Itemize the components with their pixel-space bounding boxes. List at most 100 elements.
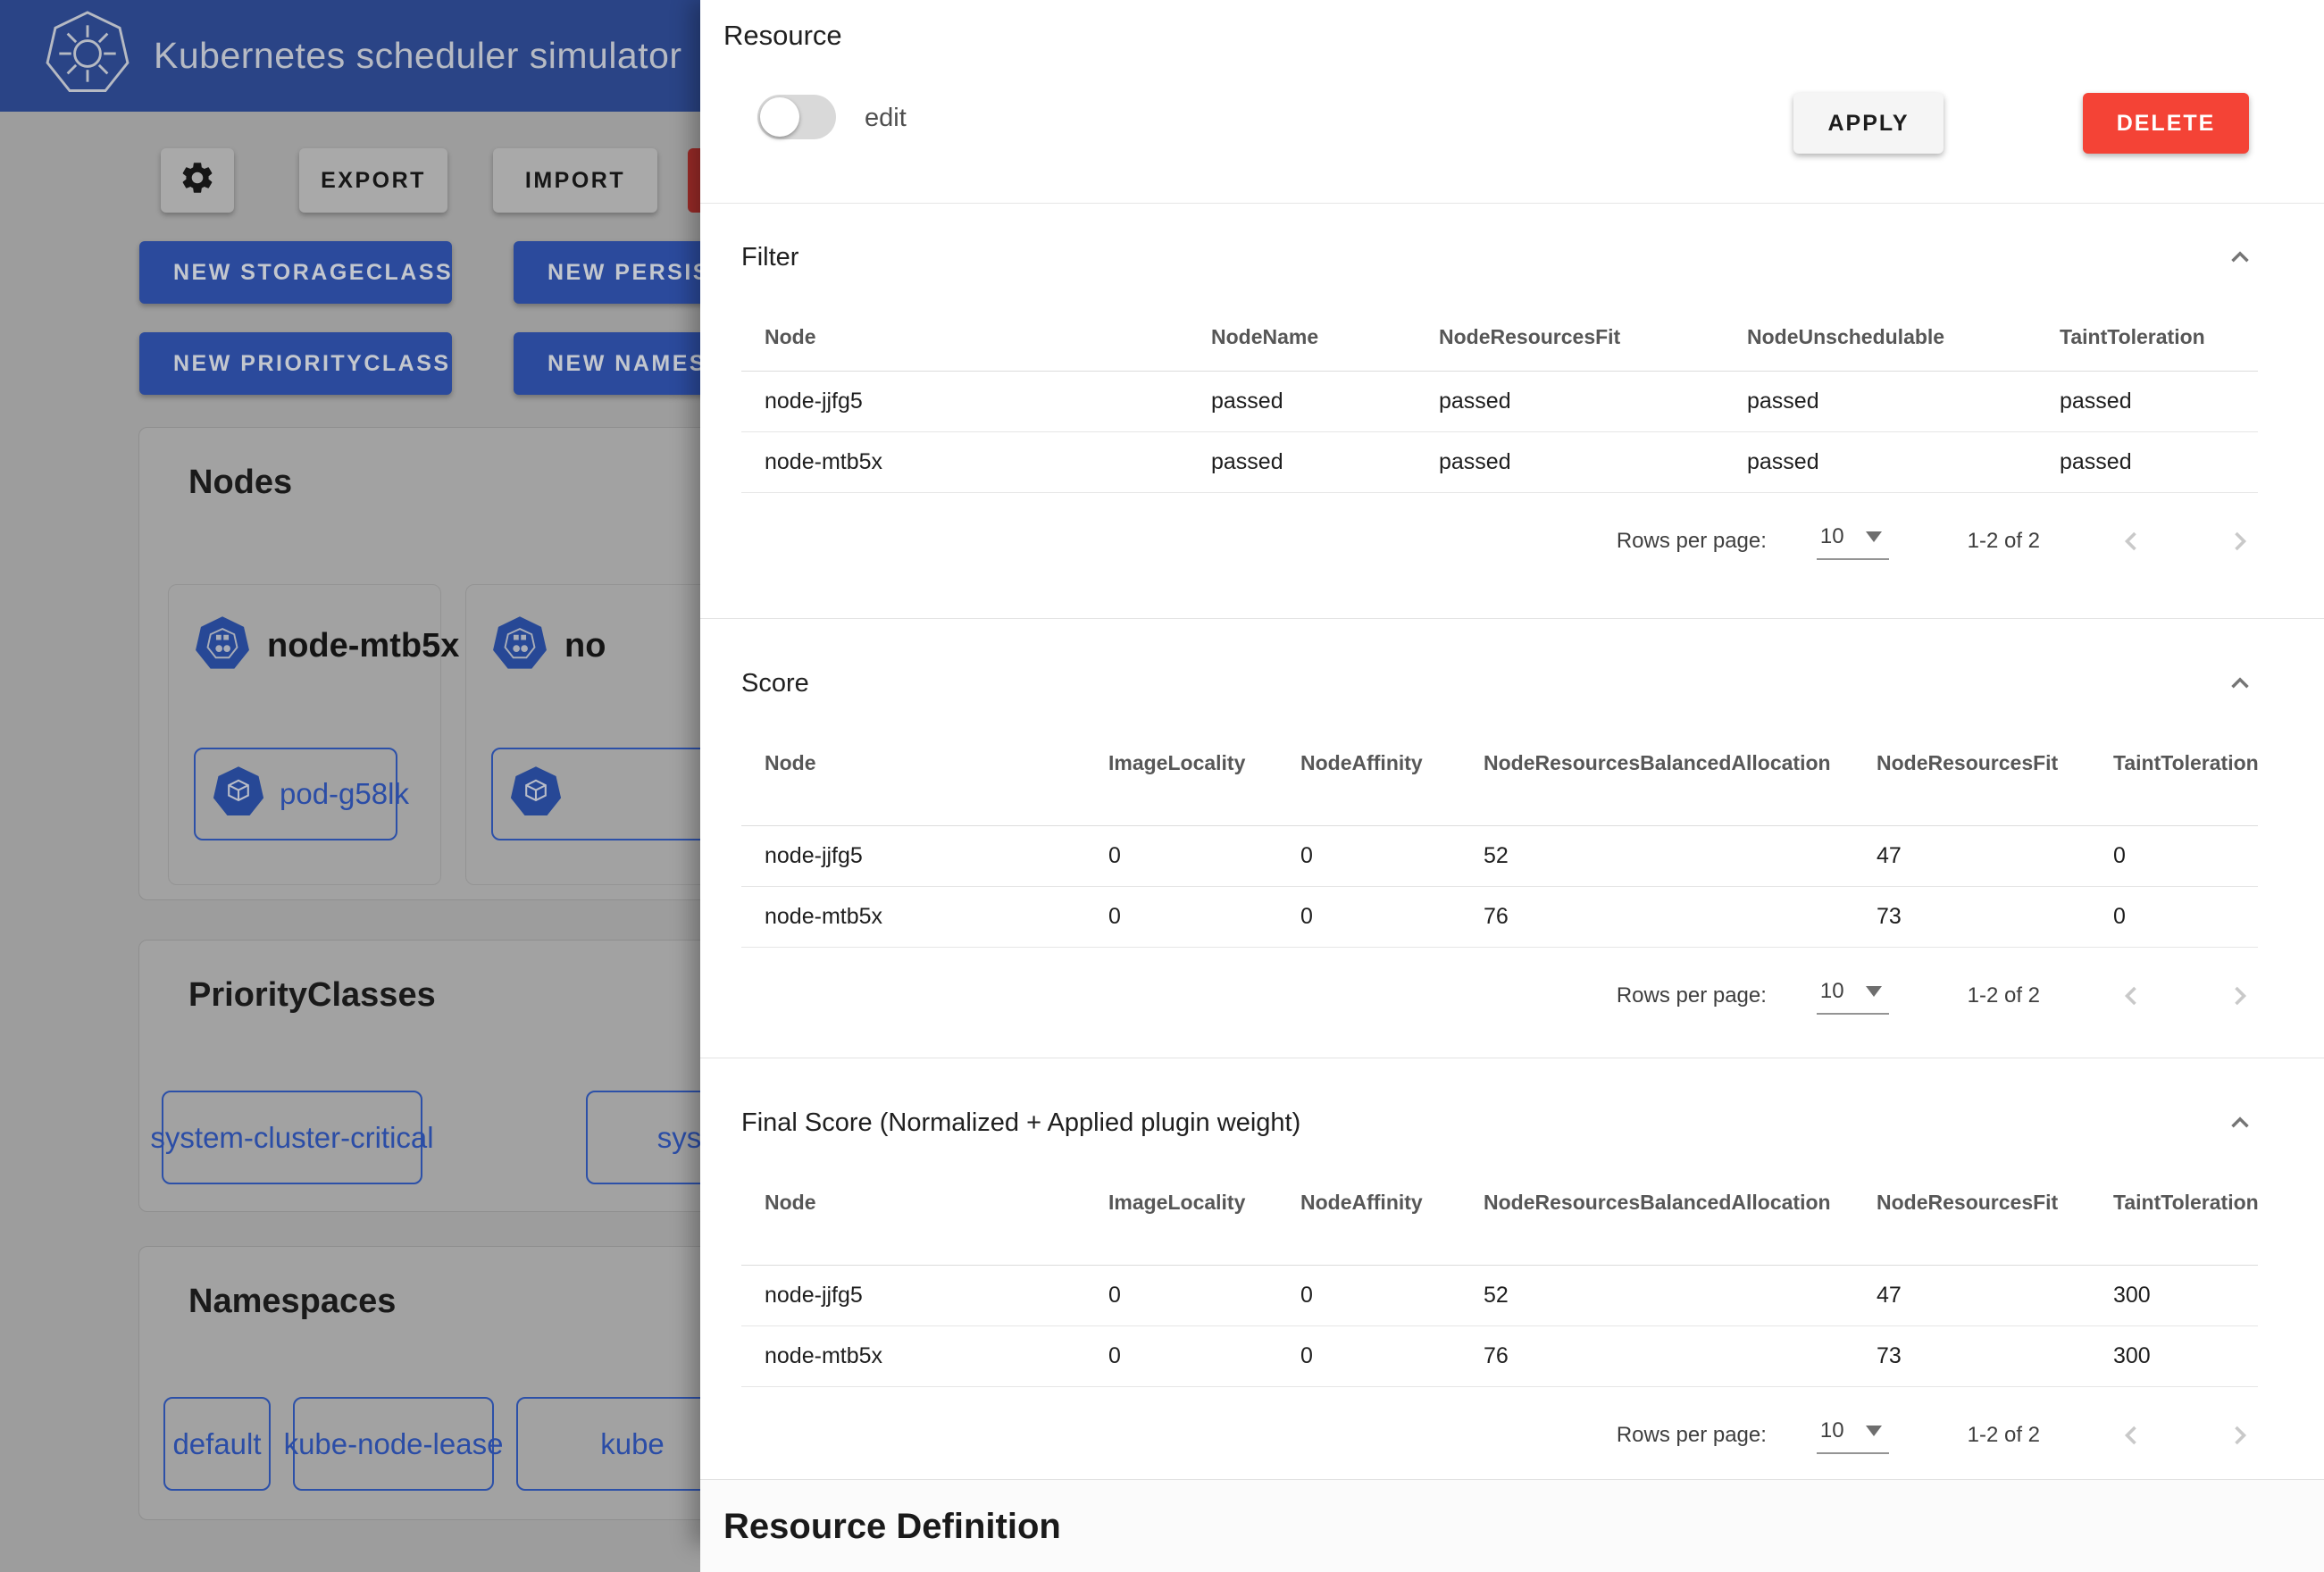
cell-value: 73 [1853,1325,2090,1387]
priorityclass-chip[interactable]: system-cluster-critical [150,1091,434,1184]
cell-value: 300 [2090,1325,2258,1387]
rows-per-page-select[interactable]: 10 [1816,977,1889,1015]
table-row: node-mtb5x 0 0 76 73 300 [741,1325,2258,1387]
column-header: Node [741,1173,1085,1266]
new-namespace-label: NEW NAMES [548,350,700,376]
app-header: Kubernetes scheduler simulator [0,0,700,112]
toggle-knob-icon [760,97,799,137]
table-header-row: Node ImageLocality NodeAffinity NodeReso… [741,733,2258,826]
new-storageclass-label: NEW STORAGECLASS [173,259,454,285]
cell-value: 0 [2090,825,2258,887]
column-header: TaintToleration [2036,307,2258,372]
cell-value: 76 [1460,1325,1853,1387]
new-storageclass-button[interactable]: NEW STORAGECLASS [139,241,452,304]
new-namespace-button[interactable]: NEW NAMES [514,332,700,395]
column-header: NodeResourcesFit [1416,307,1724,372]
score-pagination: Rows per page: 10 1-2 of 2 [741,967,2258,1024]
previous-page-button[interactable] [2113,523,2149,559]
table-row: node-mtb5x passed passed passed passed [741,431,2258,493]
priorityclass-name: system-nod [656,1120,700,1154]
resource-definition-title: Resource Definition [723,1507,1061,1546]
new-priorityclass-button[interactable]: NEW PRIORITYCLASS [139,332,452,395]
dropdown-caret-icon [1865,986,1882,997]
score-section: Score Node ImageLocality NodeAffinity No… [700,619,2324,1058]
cell-value: 0 [1085,1265,1277,1326]
priorityclasses-panel: PriorityClasses system-cluster-critical … [138,940,700,1212]
table-row: node-jjfg5 passed passed passed passed [741,371,2258,432]
node-name: no [564,627,606,665]
score-collapse-button[interactable] [2222,665,2258,701]
namespace-chip[interactable]: kube-node-lease [284,1397,503,1491]
pod-icon [212,764,265,825]
cell-value: 0 [1277,886,1460,948]
cell-node-name: node-jjfg5 [741,825,1085,887]
pod-icon [509,764,563,825]
dropdown-caret-icon [1865,531,1882,542]
pod-name: pod-g58lk [280,777,409,810]
nodes-panel: Nodes node-mtb5x [138,427,700,900]
column-header: NodeResourcesFit [1853,733,2090,826]
namespace-chip[interactable]: default [163,1397,271,1491]
cell-node-name: node-jjfg5 [741,1265,1085,1326]
priorityclass-name: system-cluster-critical [150,1120,434,1154]
new-persistentvolume-button[interactable]: NEW PERSIS [514,241,700,304]
previous-page-button[interactable] [2113,1417,2149,1453]
column-header: Node [741,307,1188,372]
reset-button-partial[interactable] [688,148,700,213]
cell-value: 47 [1853,1265,2090,1326]
cell-value: 76 [1460,886,1853,948]
delete-button[interactable]: DELETE [2083,93,2249,154]
settings-button[interactable] [161,148,234,213]
column-header: Node [741,733,1085,826]
table-header-row: Node ImageLocality NodeAffinity NodeReso… [741,1173,2258,1266]
column-header: NodeResourcesBalancedAllocation [1460,733,1853,826]
rows-per-page-select[interactable]: 10 [1816,523,1889,560]
nodes-panel-title: Nodes [188,464,293,501]
namespace-name: kube [600,1426,665,1460]
column-header: ImageLocality [1085,733,1277,826]
priorityclass-chip[interactable]: system-nod [586,1091,700,1184]
cell-value: passed [1416,371,1724,432]
cell-value: 73 [1853,886,2090,948]
cell-value: passed [1188,431,1416,493]
cell-value: passed [2036,371,2258,432]
namespace-chip[interactable]: kube [516,1397,700,1491]
cell-value: 0 [1085,886,1277,948]
previous-page-button[interactable] [2113,978,2149,1014]
rows-per-page-label: Rows per page: [1616,983,1767,1008]
new-priorityclass-label: NEW PRIORITYCLASS [173,350,451,376]
final-score-pagination: Rows per page: 10 1-2 of 2 [741,1407,2258,1464]
edit-toggle[interactable] [757,95,836,139]
gear-icon [179,159,216,203]
delete-button-label: DELETE [2116,110,2216,136]
next-page-button[interactable] [2222,523,2258,559]
cell-node-name: node-mtb5x [741,431,1188,493]
node-card[interactable]: node-mtb5x pod-g58lk [168,584,459,885]
export-button[interactable]: EXPORT [299,148,447,213]
cell-value: 0 [1277,1265,1460,1326]
pagination-range: 1-2 of 2 [1967,983,2040,1008]
cell-value: 300 [2090,1265,2258,1326]
namespaces-panel: Namespaces default kube-node-lease kube [138,1246,700,1520]
import-button[interactable]: IMPORT [493,148,657,213]
chevron-left-icon [2124,986,2136,1006]
chevron-up-icon [2231,1116,2249,1128]
pod-chip[interactable]: pod-g58lk [194,748,409,840]
table-row: node-jjfg5 0 0 52 47 300 [741,1265,2258,1326]
apply-button-label: APPLY [1827,110,1910,136]
edit-toggle-label: edit [865,104,907,132]
rows-per-page-select[interactable]: 10 [1816,1417,1889,1454]
import-button-label: IMPORT [524,167,626,193]
priorityclasses-panel-title: PriorityClasses [188,976,436,1014]
final-score-collapse-button[interactable] [2222,1105,2258,1141]
apply-button[interactable]: APPLY [1793,93,1944,154]
next-page-button[interactable] [2222,978,2258,1014]
cell-value: passed [2036,431,2258,493]
column-header: NodeUnschedulable [1724,307,2036,372]
next-page-button[interactable] [2222,1417,2258,1453]
final-score-section-title: Final Score (Normalized + Applied plugin… [741,1108,1301,1137]
pod-chip[interactable] [491,748,700,840]
filter-collapse-button[interactable] [2222,239,2258,275]
pagination-range: 1-2 of 2 [1967,529,2040,553]
node-card[interactable]: no [465,584,700,885]
